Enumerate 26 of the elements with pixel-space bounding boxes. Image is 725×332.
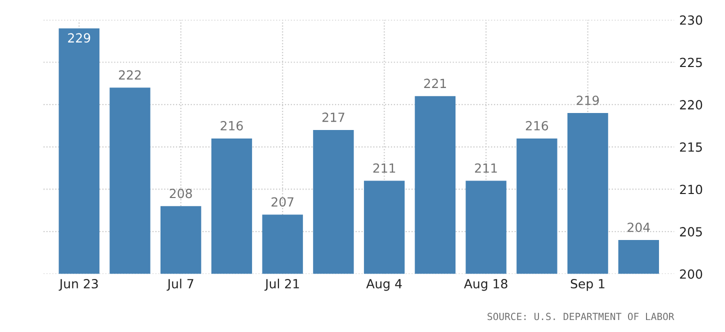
y-tick-label: 215 [680,142,702,152]
y-tick-label: 220 [680,100,702,110]
data-label: 211 [475,163,497,173]
y-tick-label: 225 [680,58,702,68]
data-label: 221 [424,78,446,88]
x-tick-label: Aug 4 [366,279,402,291]
x-tick-label: Sep 1 [570,278,604,291]
x-tick-label: Jul 7 [166,278,194,291]
source-note: SOURCE: U.S. DEPARTMENT OF LABOR [488,312,674,320]
x-tick-label: Jun 23 [58,278,98,291]
data-label: 207 [272,197,294,207]
data-label: 216 [220,121,243,130]
y-tick-label: 230 [680,15,702,25]
data-label: 219 [576,96,599,106]
data-label: 211 [373,163,396,173]
data-label: 222 [118,70,141,80]
data-label: 229 [68,33,90,43]
y-tick-label: 200 [680,269,702,279]
x-tick-label: Aug 18 [464,278,508,291]
data-label: 208 [170,188,192,198]
y-tick-label: 210 [680,184,702,194]
y-tick-label: 205 [680,227,702,236]
data-label: 204 [628,222,650,232]
data-label: 217 [322,112,344,122]
data-label: 216 [526,121,548,130]
x-tick-label: Jul 21 [264,278,299,291]
